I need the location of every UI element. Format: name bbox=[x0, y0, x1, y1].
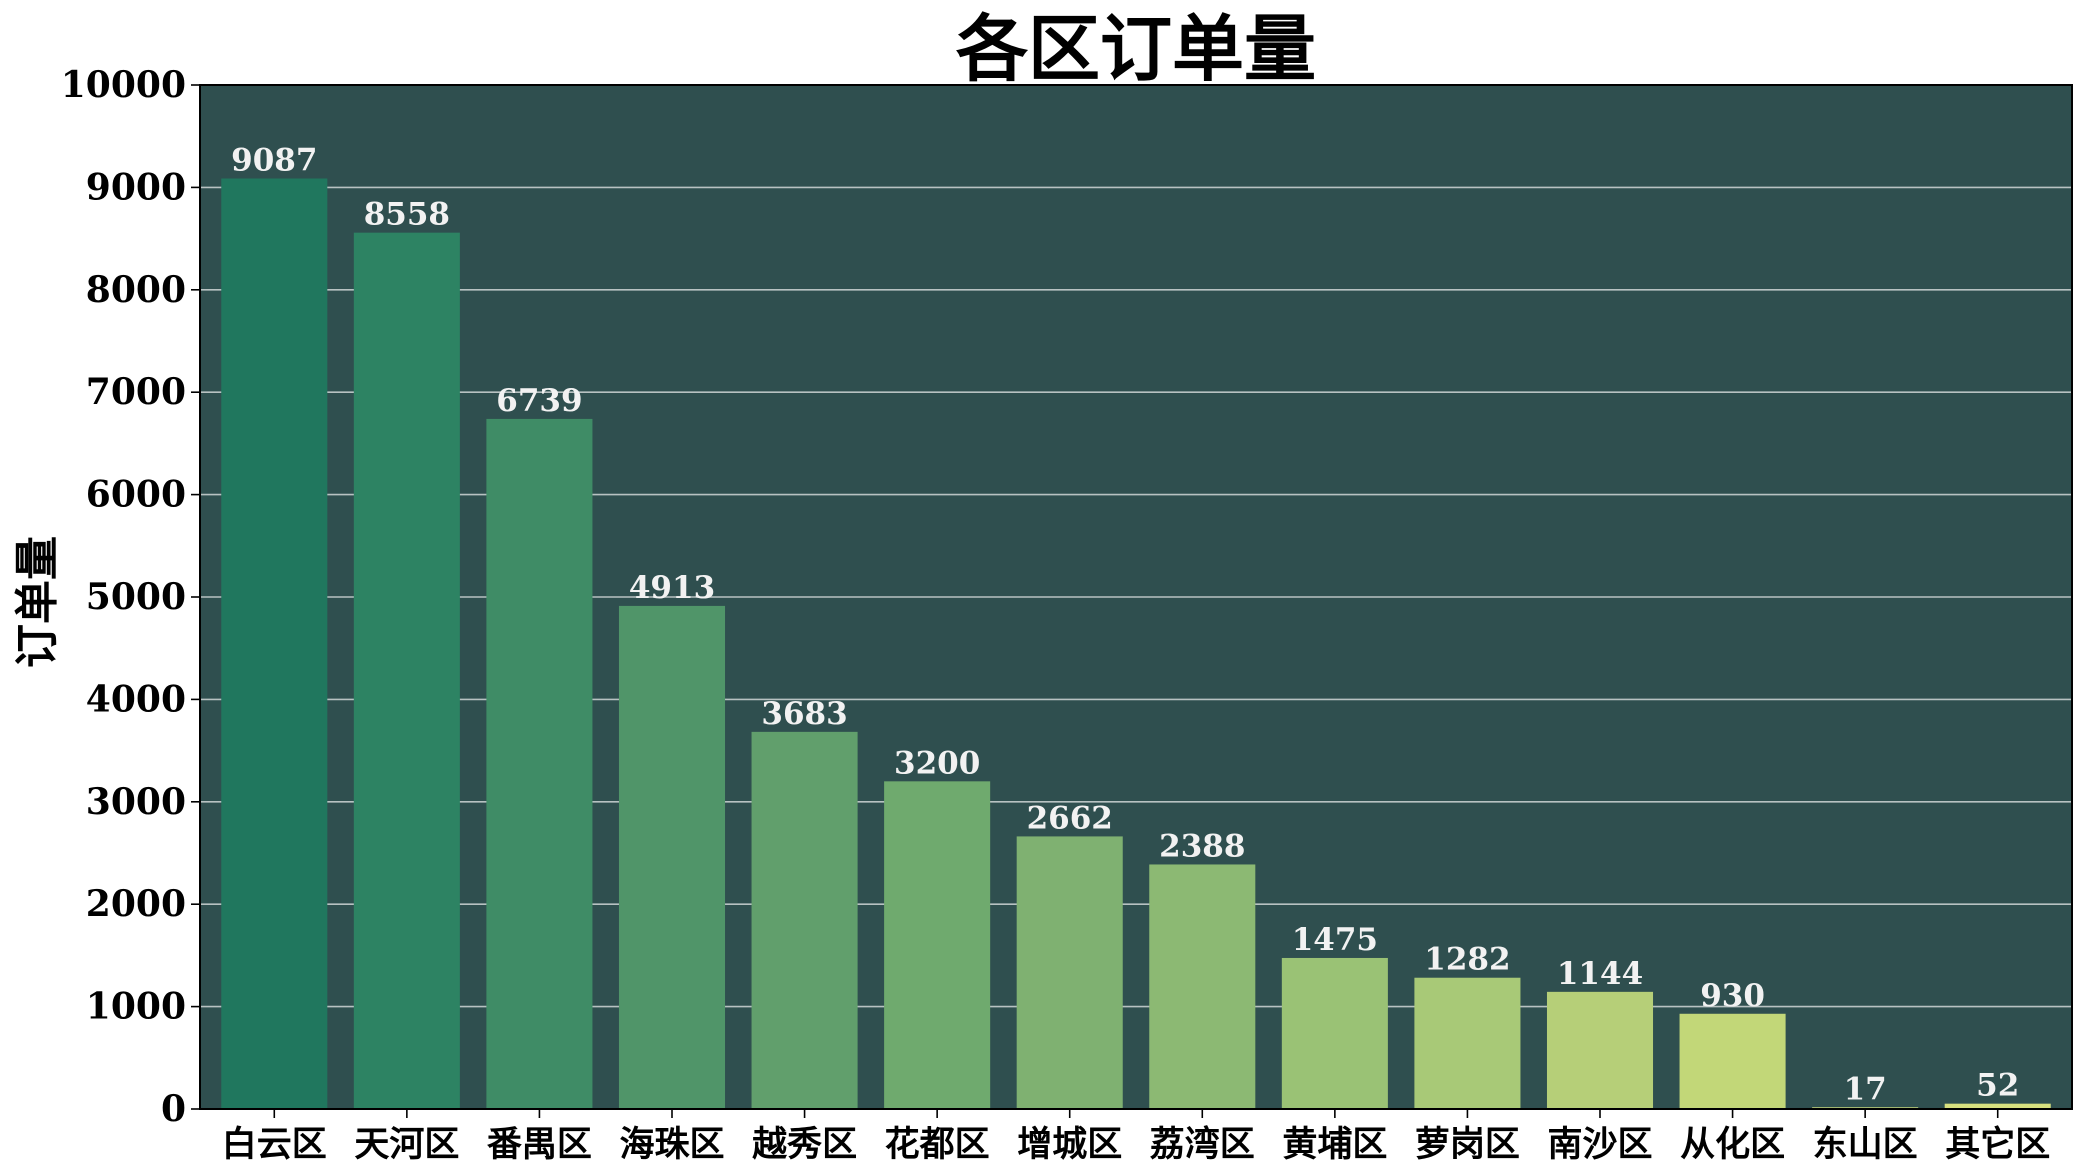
x-tick-label: 海珠区 bbox=[619, 1124, 724, 1165]
x-tick-label: 天河区 bbox=[354, 1124, 459, 1165]
bar bbox=[1679, 1013, 1786, 1109]
y-tick-label: 0 bbox=[161, 1088, 186, 1130]
bar-value-label: 3200 bbox=[894, 745, 980, 781]
y-tick-label: 9000 bbox=[86, 166, 186, 208]
y-tick-label: 7000 bbox=[86, 371, 186, 413]
bar-value-label: 52 bbox=[1976, 1068, 2019, 1104]
y-tick-label: 5000 bbox=[86, 576, 186, 618]
y-axis-label: 订单量 bbox=[12, 536, 63, 668]
x-tick-label: 东山区 bbox=[1813, 1124, 1918, 1165]
bar-value-label: 4913 bbox=[629, 570, 715, 606]
bar-value-label: 9087 bbox=[231, 142, 317, 178]
bar-value-label: 2388 bbox=[1159, 828, 1245, 864]
bar-value-label: 2662 bbox=[1027, 800, 1113, 836]
x-tick-label: 番禺区 bbox=[487, 1124, 592, 1165]
x-tick-label: 白云区 bbox=[222, 1124, 327, 1165]
bar bbox=[1149, 864, 1256, 1109]
x-tick-label: 其它区 bbox=[1945, 1124, 2050, 1165]
x-tick-label: 增城区 bbox=[1017, 1124, 1122, 1165]
data-labels: 9087 8558 6739 4913 3683 3200 2662 2388 1475 1282… bbox=[231, 142, 2019, 1107]
bar-value-label: 1475 bbox=[1292, 922, 1378, 958]
x-tick-label: 南沙区 bbox=[1547, 1124, 1652, 1165]
plot-frame bbox=[199, 84, 2073, 1110]
bar bbox=[353, 232, 460, 1110]
bar bbox=[486, 418, 593, 1109]
bar bbox=[1016, 836, 1123, 1109]
x-tick-label: 越秀区 bbox=[752, 1124, 857, 1165]
y-tick-label: 4000 bbox=[86, 678, 186, 720]
y-tick-label: 2000 bbox=[86, 883, 186, 925]
y-tick-label: 8000 bbox=[86, 269, 186, 311]
bar bbox=[1546, 991, 1654, 1109]
bar-value-label: 930 bbox=[1700, 978, 1765, 1014]
bar-value-label: 6739 bbox=[496, 383, 582, 419]
x-tick-label: 花都区 bbox=[885, 1124, 990, 1165]
bar-value-label: 8558 bbox=[364, 197, 450, 233]
y-tick-label: 6000 bbox=[86, 474, 186, 516]
bar-value-label: 3683 bbox=[761, 696, 847, 732]
y-tick-label: 1000 bbox=[86, 986, 186, 1028]
bar bbox=[1944, 1103, 2051, 1109]
bars bbox=[221, 178, 2051, 1110]
bar bbox=[618, 605, 726, 1109]
bar-value-label: 1144 bbox=[1557, 956, 1643, 992]
bar bbox=[751, 731, 858, 1109]
x-tick-label: 萝岗区 bbox=[1415, 1124, 1520, 1165]
y-tick-label: 3000 bbox=[86, 781, 186, 823]
bar-value-label: 17 bbox=[1844, 1071, 1887, 1107]
y-tick-label: 10000 bbox=[61, 64, 186, 106]
x-tick-label: 荔湾区 bbox=[1150, 1124, 1255, 1165]
x-tick-label: 从化区 bbox=[1680, 1124, 1785, 1165]
bar bbox=[884, 781, 991, 1109]
bar bbox=[1414, 977, 1521, 1109]
chart-title: 各区订单量 bbox=[956, 7, 1316, 91]
bar bbox=[1281, 957, 1388, 1109]
bar bbox=[221, 178, 328, 1109]
x-tick-label: 黄埔区 bbox=[1282, 1124, 1387, 1165]
axes: 0 1000 2000 3000 4000 5000 6000 7000 8000 9000 100… bbox=[61, 64, 2073, 1165]
bar-value-label: 1282 bbox=[1424, 942, 1510, 978]
